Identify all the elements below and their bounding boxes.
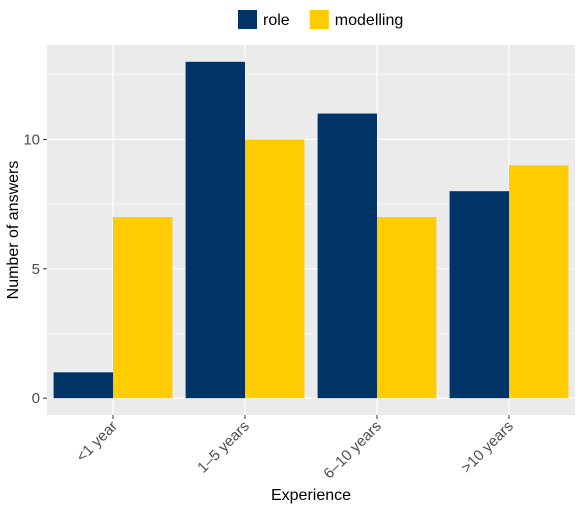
bar-role-1	[185, 61, 245, 399]
bar-role-3	[449, 191, 509, 399]
bar-role-0	[53, 372, 113, 399]
y-axis: 0 5 10	[23, 131, 47, 407]
y-tick-label: 10	[23, 131, 40, 148]
legend: role modelling	[238, 10, 403, 29]
x-axis: <1 year 1–5 years 6–10 years >10 years	[73, 415, 517, 482]
bar-role-2	[317, 113, 377, 399]
legend-label-modelling: modelling	[335, 12, 403, 29]
bar-modelling-0	[113, 217, 173, 399]
y-tick-label: 5	[32, 261, 40, 278]
x-tick-label: >10 years	[458, 418, 517, 477]
legend-key-role	[238, 10, 257, 29]
legend-key-modelling	[309, 10, 329, 29]
x-tick-label: <1 year	[73, 418, 121, 466]
bar-modelling-3	[509, 165, 569, 399]
y-tick-label: 0	[32, 390, 40, 407]
bar-modelling-1	[245, 139, 305, 399]
x-tick-label: 6–10 years	[320, 418, 385, 483]
y-axis-title: Number of answers	[5, 161, 22, 300]
bar-modelling-2	[377, 217, 437, 399]
x-axis-title: Experience	[271, 487, 351, 504]
bars	[53, 61, 569, 399]
legend-label-role: role	[263, 12, 290, 29]
x-tick-label: 1–5 years	[194, 418, 253, 477]
